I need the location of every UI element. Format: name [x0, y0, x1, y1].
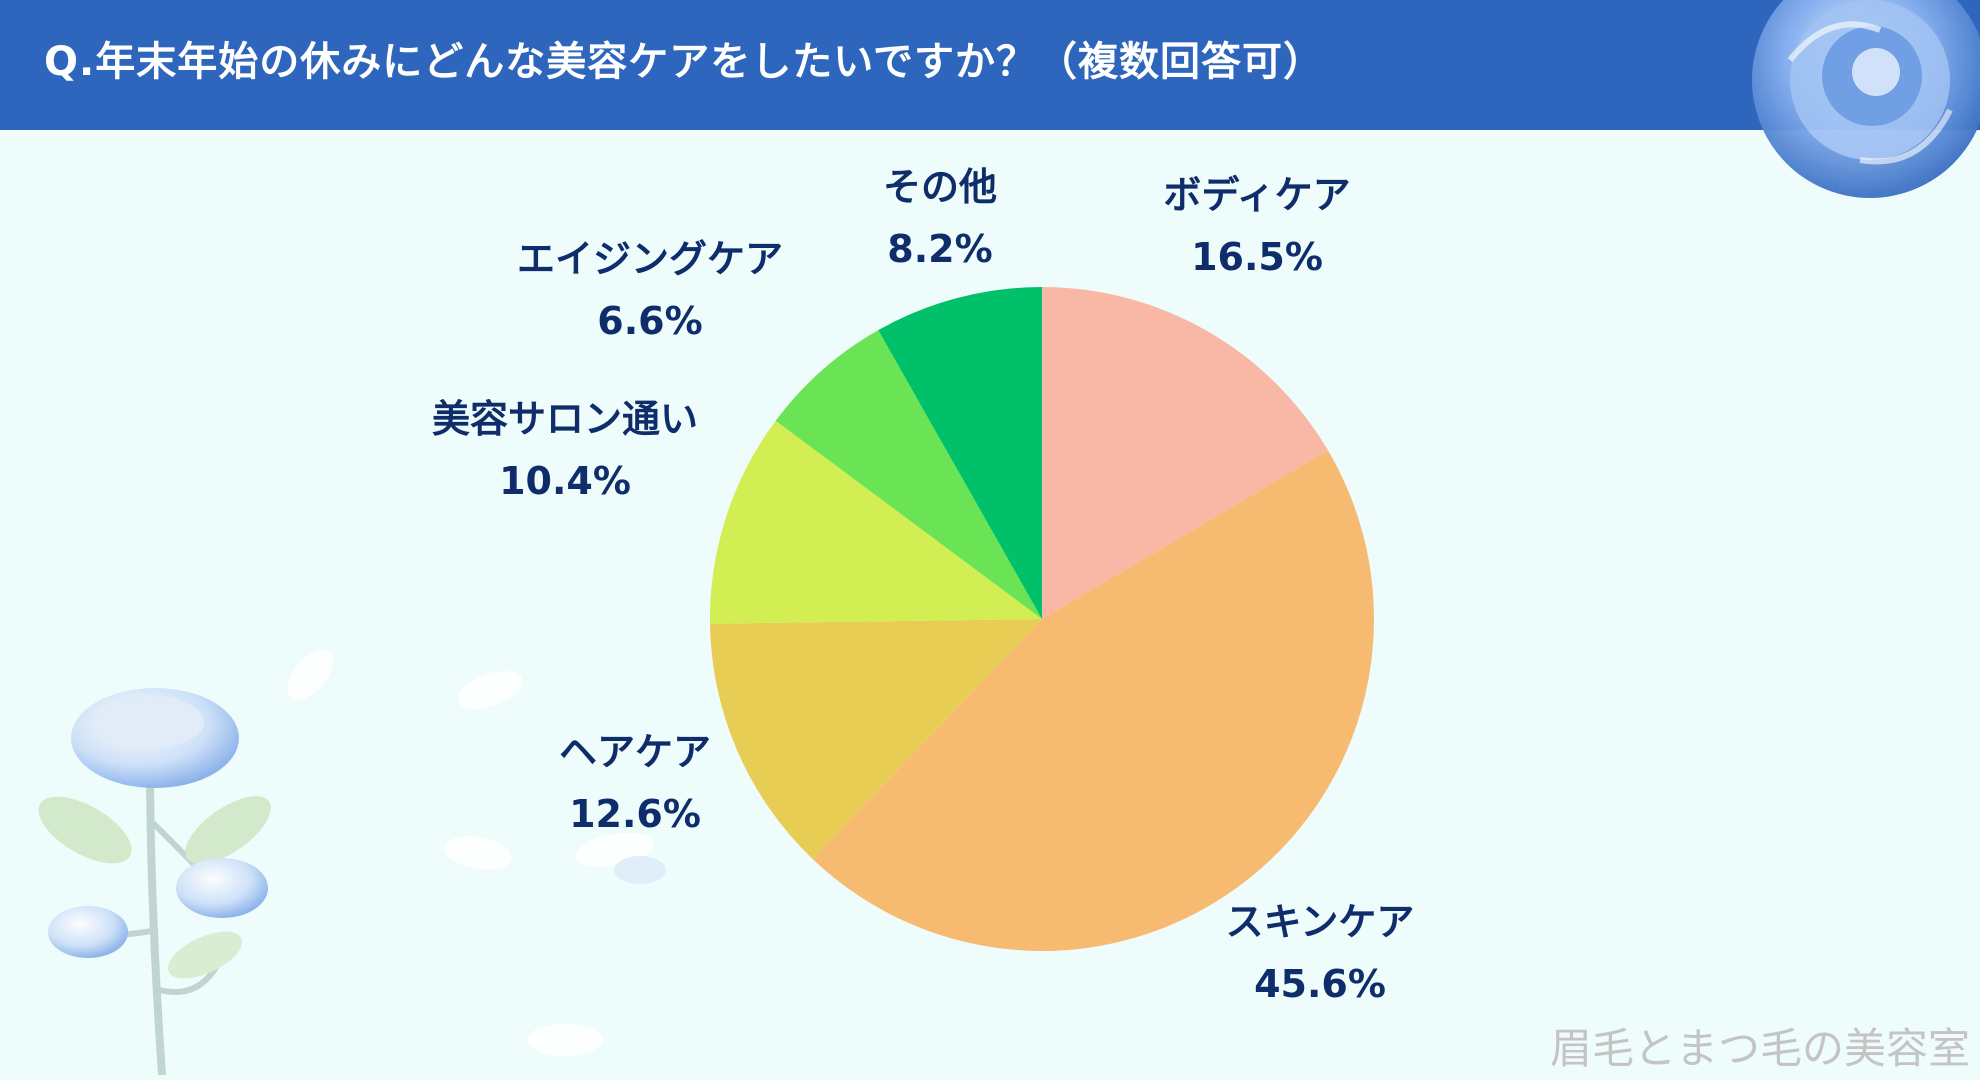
slice-value-label: 12.6%: [569, 792, 701, 836]
slice-value-label: 8.2%: [887, 227, 992, 271]
pie-slice: [878, 287, 1042, 619]
pie-slice: [709, 420, 1042, 624]
slice-label: ヘアケア: [559, 730, 711, 774]
pie-slice: [775, 330, 1042, 619]
pie-slice: [710, 619, 1042, 859]
slice-value-label: 16.5%: [1191, 235, 1323, 279]
slice-label: その他: [883, 165, 997, 209]
pie-chart: [709, 287, 1374, 951]
slice-value-label: 45.6%: [1254, 962, 1386, 1006]
rose-bouquet-bottom-left-icon: [38, 688, 271, 1076]
header-bar: Q.年末年始の休みにどんな美容ケアをしたいですか？（複数回答可）: [0, 0, 1980, 130]
chart-title: Q.年末年始の休みにどんな美容ケアをしたいですか？（複数回答可）: [44, 39, 1324, 85]
slice-label: エイジングケア: [517, 237, 783, 281]
slice-value-label: 6.6%: [597, 299, 702, 343]
slice-value-label: 10.4%: [499, 459, 631, 503]
slice-label: スキンケア: [1226, 900, 1415, 944]
rose-decoration-top-right-icon: [1752, 0, 1980, 198]
slice-label: 美容サロン通い: [432, 397, 698, 441]
petal-decoration-icon: [287, 649, 666, 1056]
pie-slice: [812, 450, 1374, 951]
pie-labels: ボディケア 16.5% スキンケア 45.6% ヘアケア 12.6% 美容サロン通い 10.4…: [432, 165, 1414, 1006]
slice-label: ボディケア: [1163, 173, 1350, 217]
watermark-text: 眉毛とまつ毛の美容室: [1549, 1024, 1970, 1073]
pie-slice: [1042, 287, 1328, 619]
